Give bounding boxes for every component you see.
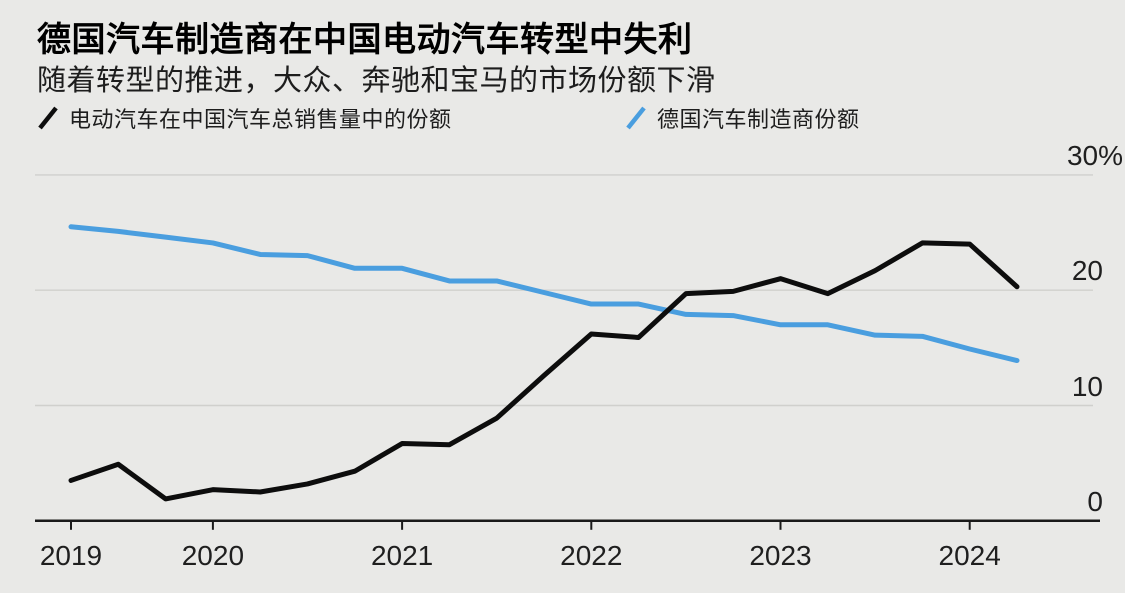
- ev-share-line: [68, 240, 1020, 502]
- y-axis-label: 0: [1087, 485, 1103, 517]
- x-axis-label: 2020: [181, 540, 245, 571]
- legend-label: 电动汽车在中国汽车总销售量中的份额: [69, 107, 452, 132]
- x-axis-label: 2022: [560, 540, 623, 571]
- x-axis-label: 2021: [370, 540, 434, 571]
- x-axis-label: 2019: [39, 540, 103, 571]
- chart-subtitle: 随着转型的推进，大众、奔驰和宝马的市场份额下滑: [37, 65, 716, 97]
- y-axis-label: 30%: [1066, 139, 1123, 171]
- y-axis-label: 10: [1071, 370, 1103, 402]
- line-swatch-icon: [38, 106, 58, 130]
- line-swatch-icon: [626, 106, 646, 130]
- german-share-line: [68, 224, 1020, 364]
- legend-item-german-share: 德国汽车制造商份额: [625, 103, 860, 133]
- x-axis-label: 2024: [938, 540, 1001, 571]
- legend-item-ev-share: 电动汽车在中国汽车总销售量中的份额: [37, 103, 452, 133]
- chart-title: 德国汽车制造商在中国电动汽车转型中失利: [37, 21, 693, 59]
- y-axis-label: 20: [1071, 255, 1103, 287]
- x-axis-label: 2023: [749, 540, 812, 571]
- legend-label: 德国汽车制造商份额: [657, 107, 860, 132]
